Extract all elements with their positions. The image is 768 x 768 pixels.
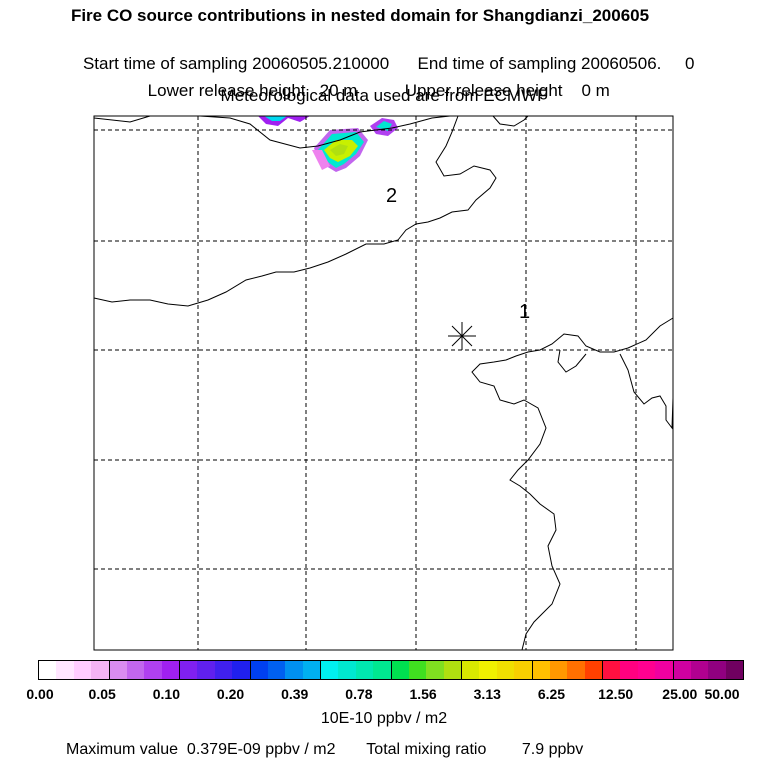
colorbar-segment <box>426 661 444 679</box>
colorbar-segment <box>73 661 92 679</box>
sampling-times: Start time of sampling 20060505.210000 E… <box>0 34 768 74</box>
map-frame <box>93 115 674 651</box>
map-panel: 2 1 <box>93 115 674 651</box>
colorbar-segment <box>109 661 127 679</box>
colorbar-segment <box>620 661 638 679</box>
colorbar-segment <box>302 661 321 679</box>
start-label: Start time of sampling <box>82 54 248 73</box>
region-label-1: 1 <box>519 301 530 323</box>
plume-overlay <box>258 116 398 172</box>
colorbar-segment <box>338 661 356 679</box>
colorbar-segment <box>408 661 427 679</box>
colorbar-segment <box>91 661 110 679</box>
colorbar-segment <box>567 661 585 679</box>
region-label-2: 2 <box>386 185 397 207</box>
colorbar-segment <box>250 661 268 679</box>
lower-label: Lower release height <box>147 81 306 100</box>
colorbar-tick-label: 1.56 <box>409 686 437 702</box>
star-icon <box>448 322 476 350</box>
colorbar-segment <box>603 661 621 679</box>
colorbar-tick-label: 0.78 <box>345 686 373 702</box>
colorbar-tick-label: 0.39 <box>281 686 309 702</box>
colorbar-segment <box>373 661 392 679</box>
colorbar-segment <box>285 661 303 679</box>
lower-value: 20 m <box>319 81 358 100</box>
colorbar-segment <box>496 661 515 679</box>
colorbar-tick-label: 0.05 <box>88 686 116 702</box>
colorbar-segment <box>197 661 215 679</box>
colorbar-segment <box>232 661 251 679</box>
colorbar-tick-label: 12.50 <box>598 686 634 702</box>
colorbar-segment <box>321 661 339 679</box>
colorbar-segment <box>514 661 533 679</box>
total-label: Total mixing ratio <box>366 741 487 758</box>
colorbar-tick-label: 25.00 <box>662 686 698 702</box>
colorbar-segment <box>549 661 568 679</box>
end-label: End time of sampling <box>417 54 577 73</box>
coastlines <box>93 115 674 651</box>
footer-summary: Maximum value 0.379E-09 ppbv / m2 Total … <box>66 741 583 759</box>
plume-blob <box>312 150 330 170</box>
colorbar-segment <box>673 661 691 679</box>
colorbar-segment <box>161 661 180 679</box>
colorbar-segment <box>56 661 74 679</box>
colorbar-segment <box>637 661 656 679</box>
colorbar-segment <box>180 661 198 679</box>
colorbar-segment <box>708 661 726 679</box>
colorbar-units: 10E-10 ppbv / m2 <box>320 710 448 727</box>
end-value: 20060506. 0 <box>581 54 695 73</box>
colorbar-tick-label: 3.13 <box>473 686 501 702</box>
upper-label: Upper release height <box>404 81 563 100</box>
upper-value: 0 m <box>581 81 610 100</box>
max-value: 0.379E-09 ppbv / m2 <box>186 741 336 758</box>
plume-blob <box>330 144 348 156</box>
colorbar-segment <box>479 661 497 679</box>
colorbar-segment <box>355 661 374 679</box>
colorbar-segment <box>144 661 162 679</box>
colorbar-segment <box>391 661 409 679</box>
colorbar-segment <box>532 661 550 679</box>
colorbar-segment <box>462 661 480 679</box>
colorbar-segment <box>443 661 462 679</box>
plume-blob <box>264 116 287 121</box>
total-value: 7.9 ppbv <box>521 741 584 758</box>
page-title: Fire CO source contributions in nested d… <box>70 6 650 25</box>
release-heights: Lower release height 20 m Upper release … <box>0 61 758 101</box>
colorbar-segment <box>655 661 674 679</box>
colorbar-segment <box>214 661 233 679</box>
colorbar-segment <box>267 661 286 679</box>
colorbar-tick-label: 6.25 <box>537 686 566 702</box>
colorbar-tick-label: 0.00 <box>26 686 54 702</box>
start-value: 20060505.210000 <box>252 54 390 73</box>
colorbar-segment <box>39 661 57 679</box>
colorbar-tick-label: 50.00 <box>704 686 740 702</box>
colorbar-segment <box>725 661 743 679</box>
colorbar-segment <box>584 661 603 679</box>
colorbar-segment <box>690 661 709 679</box>
max-label: Maximum value <box>66 741 179 758</box>
colorbar-tick-label: 0.20 <box>216 686 245 702</box>
lat-lon-grid <box>94 116 673 650</box>
colorbar-segment <box>126 661 145 679</box>
colorbar-tick-label: 0.10 <box>152 686 180 702</box>
met-data-line: Meteorological data used are from ECMWF <box>220 86 548 105</box>
colorbar <box>38 660 744 680</box>
